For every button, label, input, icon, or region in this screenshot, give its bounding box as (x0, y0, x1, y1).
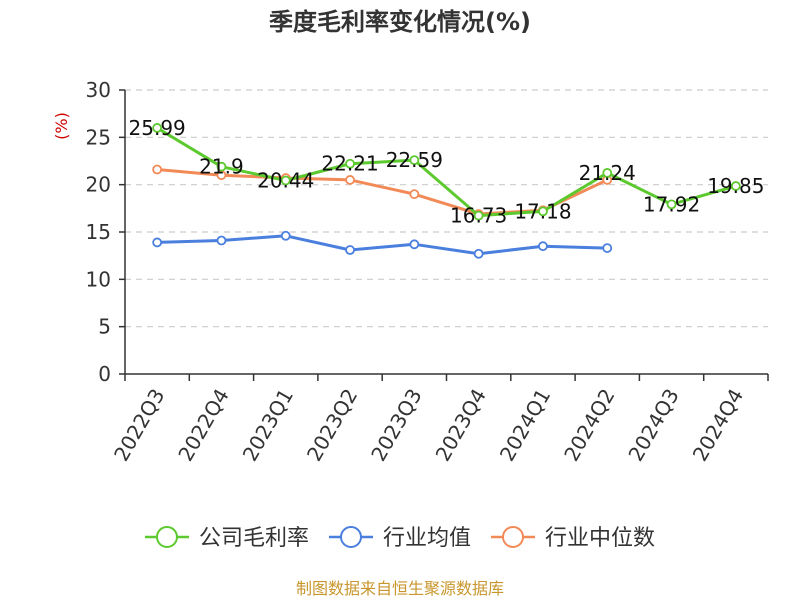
data-point (409, 239, 420, 250)
source-note: 制图数据来自恒生聚源数据库 (296, 579, 504, 598)
data-point (409, 155, 420, 166)
y-tick-label: 20 (86, 173, 111, 197)
data-point (538, 241, 548, 252)
x-tick-label: 2022Q3 (109, 385, 169, 466)
chart-title: 季度毛利率变化情况(%) (269, 8, 531, 36)
x-tick-label: 2023Q1 (238, 385, 298, 466)
legend-label: 行业中位数 (545, 526, 655, 551)
legend: 公司毛利率 行业均值 行业中位数 (144, 526, 655, 551)
data-point (473, 210, 484, 221)
data-label: 16.73 (450, 204, 507, 228)
data-label: 21.9 (199, 155, 244, 179)
y-tick-label: 30 (86, 78, 111, 102)
data-label: 17.92 (643, 192, 700, 216)
data-point (280, 175, 291, 186)
series-line (156, 126, 737, 218)
data-point (538, 206, 548, 217)
data-label: 22.59 (386, 148, 443, 172)
legend-item[interactable]: 行业中位数 (491, 526, 655, 551)
data-point (602, 168, 613, 178)
y-tick-label: 5 (98, 315, 111, 339)
y-tick-label: 25 (86, 125, 111, 149)
legend-label: 公司毛利率 (199, 526, 309, 551)
series-layer (152, 123, 741, 259)
x-tick-label: 2024Q4 (688, 385, 748, 466)
legend-swatch-marker (155, 526, 178, 548)
data-point (345, 175, 355, 185)
data-label: 19.85 (707, 174, 764, 198)
data-point (666, 199, 677, 210)
data-label: 20.44 (257, 169, 314, 193)
legend-swatch-marker (339, 526, 362, 548)
data-label: 21.24 (579, 161, 636, 185)
x-tick-label: 2024Q2 (559, 385, 619, 466)
y-tick-label: 0 (98, 362, 111, 386)
data-point (152, 237, 163, 248)
y-tick-label: 15 (86, 220, 111, 244)
data-label: 17.18 (514, 199, 571, 223)
data-point (730, 181, 741, 191)
data-point (473, 248, 484, 259)
x-tick-label: 2023Q2 (302, 385, 362, 466)
data-label: 22.21 (321, 152, 378, 176)
legend-label: 行业均值 (383, 526, 471, 551)
data-point (345, 158, 355, 169)
y-unit-label: (%) (52, 112, 71, 140)
data-point (409, 189, 420, 200)
legend-swatch-marker (502, 526, 525, 548)
data-point (216, 161, 227, 172)
data-point (280, 230, 291, 241)
x-tick-label: 2024Q1 (495, 385, 555, 466)
x-tick-label: 2023Q3 (366, 385, 426, 466)
grid-layer (125, 89, 768, 328)
data-label: 25.99 (129, 116, 186, 140)
x-tick-label: 2022Q4 (173, 385, 233, 466)
data-label-layer: 25.99 21.9 20.44 22.21 22.59 16.73 17.18 21.24 1… (129, 116, 765, 228)
data-point (345, 245, 355, 255)
x-tick-label: 2023Q4 (431, 385, 491, 466)
series-line (157, 234, 608, 256)
data-point (152, 123, 163, 133)
x-tick-label: 2024Q3 (623, 385, 683, 466)
legend-item[interactable]: 公司毛利率 (144, 526, 309, 551)
y-tick-label: 10 (86, 267, 111, 291)
data-point (602, 243, 613, 253)
legend-item[interactable]: 行业均值 (328, 526, 471, 551)
data-point (152, 164, 163, 175)
data-point (216, 235, 227, 246)
